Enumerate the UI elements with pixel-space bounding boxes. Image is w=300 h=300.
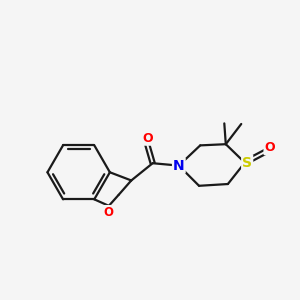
Text: O: O bbox=[104, 206, 114, 219]
Text: O: O bbox=[265, 141, 275, 154]
Text: S: S bbox=[242, 156, 252, 170]
Text: N: N bbox=[173, 159, 184, 172]
Text: O: O bbox=[142, 132, 153, 145]
